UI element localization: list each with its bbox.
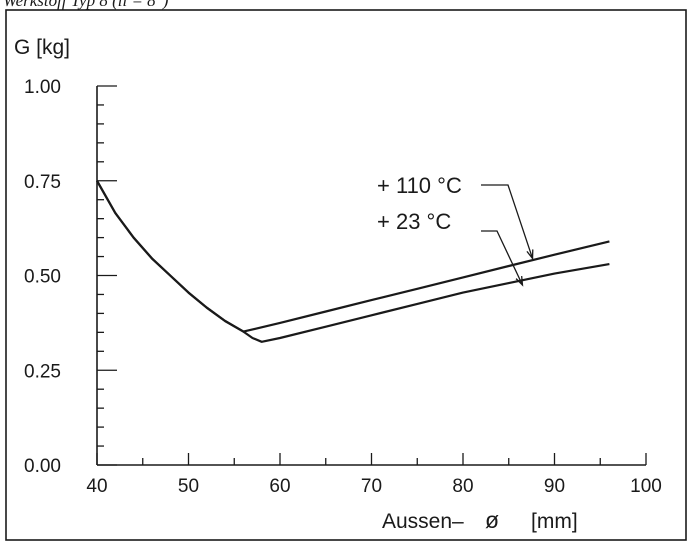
x-tick-label: 60 (269, 476, 290, 497)
y-tick-label: 0.00 (24, 456, 61, 477)
y-tick-label: 1.00 (24, 77, 61, 98)
series-annotation-23c: + 23 °C (377, 209, 451, 234)
axes: 40 50 60 70 80 90 100 0.00 0.25 0.50 0.75 1.00 (24, 77, 662, 497)
annotation-leader-line (481, 184, 534, 259)
series-group: + 110 °C + 23 °C (96, 173, 610, 343)
y-tick-label: 0.75 (24, 172, 61, 193)
y-axis-label: G [kg] (14, 36, 70, 59)
x-tick-label: 90 (544, 476, 565, 497)
annotation-leader-line (481, 230, 524, 286)
x-tick-label: 50 (178, 476, 199, 497)
series-annotation-110c: + 110 °C (377, 173, 462, 198)
x-tick-label: 100 (630, 476, 662, 497)
annotation-arrowhead (515, 275, 524, 287)
x-tick-label: 40 (86, 476, 107, 497)
x-axis-label: Aussen– (382, 510, 464, 533)
x-tick-label: 70 (361, 476, 382, 497)
annotation-arrowhead (526, 249, 534, 261)
series-line-23c (96, 180, 610, 343)
y-tick-label: 0.25 (24, 361, 61, 382)
x-axis-unit: [mm] (531, 510, 578, 533)
x-axis-diameter-symbol: ø (485, 507, 499, 533)
chart-frame (5, 9, 687, 541)
x-tick-label: 80 (452, 476, 473, 497)
figure-caption: Werkstoff Typ 8 (ll = 8") (3, 0, 169, 10)
y-tick-label: 0.50 (24, 267, 61, 288)
labels-group: G [kg] Aussen– ø [mm] (14, 36, 578, 533)
